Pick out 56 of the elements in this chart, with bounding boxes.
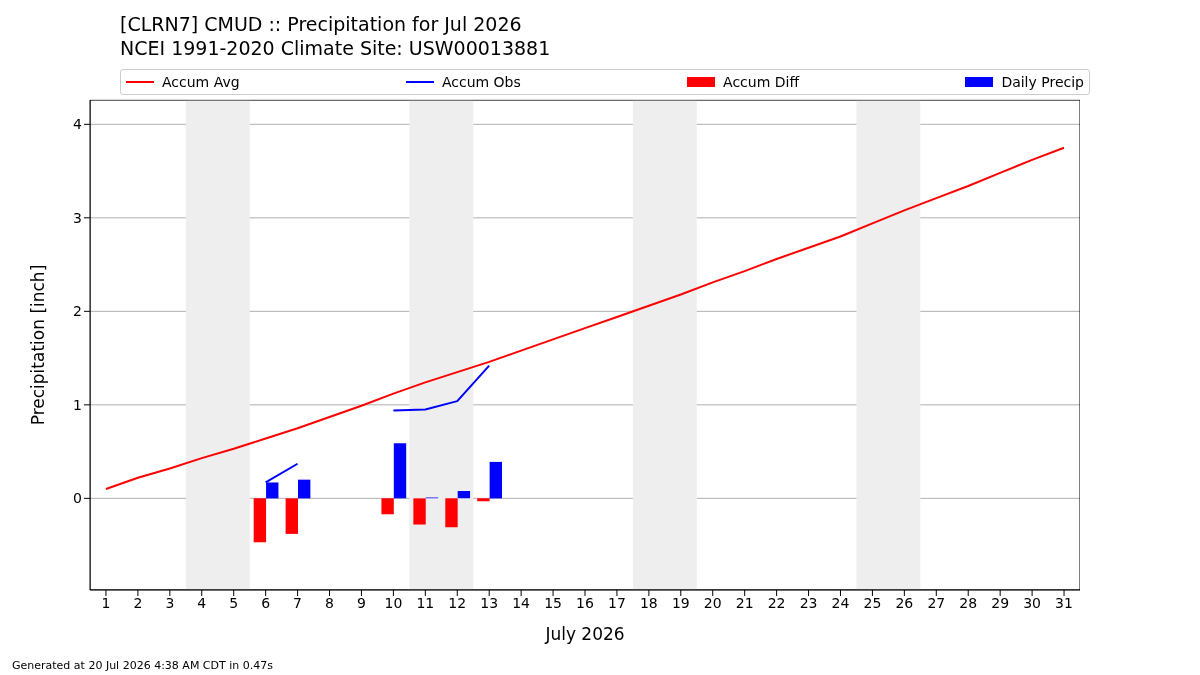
x-axis-title: July 2026 (544, 624, 625, 644)
x-tick-label: 2 (133, 594, 143, 611)
x-tick-label: 24 (831, 594, 850, 611)
line-series (104, 146, 1066, 491)
legend-label: Accum Obs (441, 74, 521, 90)
x-tick-label: 17 (608, 594, 626, 611)
x-tick-label: 25 (863, 594, 882, 611)
bar (477, 498, 490, 502)
x-tick-label: 23 (799, 594, 818, 611)
bar (445, 498, 458, 528)
x-tick-label: 3 (165, 594, 175, 611)
bar (253, 498, 267, 543)
x-tick-label: 16 (576, 594, 594, 611)
legend-label: Accum Avg (162, 74, 240, 90)
x-tick-label: 7 (293, 594, 303, 611)
x-tick-label: 6 (261, 594, 271, 611)
x-tick-label: 27 (927, 594, 946, 611)
y-tick-label: 4 (73, 116, 83, 133)
x-tick-label: 8 (325, 594, 334, 611)
bar (489, 461, 502, 499)
x-tick-label: 9 (356, 594, 366, 611)
y-tick-label: 0 (73, 490, 82, 507)
text: Generated at 20 Jul 2026 4:38 AM CDT in 0.47s (12, 659, 273, 672)
x-tick-label: 15 (544, 594, 562, 611)
x-tick-label: 19 (671, 594, 690, 611)
x-tick-label: 29 (991, 594, 1010, 611)
y-tick-label: 2 (73, 303, 82, 320)
x-tick-label: 30 (1023, 594, 1042, 611)
chart-title: [CLRN7] CMUD :: Precipitation for Jul 2026 (120, 12, 523, 36)
y-axis-title: Precipitation [inch] (28, 264, 49, 426)
x-tick-label: 13 (480, 594, 499, 611)
x-tick-label: 31 (1055, 594, 1073, 611)
x-tick-label: 21 (735, 594, 754, 611)
x-tick-label: 11 (416, 594, 435, 611)
x-tick-label: 12 (448, 594, 467, 611)
bar (393, 443, 407, 499)
legend-label: Accum Diff (723, 74, 800, 90)
x-tick-label: 1 (101, 594, 111, 611)
y-tick-label: 1 (73, 396, 82, 413)
y-tick-label: 3 (73, 209, 82, 226)
x-tick-label: 14 (512, 594, 531, 611)
x-tick-label: 22 (767, 594, 786, 611)
bar (285, 498, 298, 534)
bar (381, 498, 394, 515)
x-tick-label: 28 (959, 594, 978, 611)
bar (298, 479, 311, 499)
bar (457, 490, 471, 499)
x-tick-label: 5 (229, 594, 239, 611)
x-tick-label: 20 (703, 594, 722, 611)
legend-label: Daily Precip (1001, 74, 1084, 90)
bar (413, 498, 426, 525)
x-tick-label: 18 (639, 594, 658, 611)
x-tick-label: 10 (384, 594, 403, 611)
chart-subtitle: NCEI 1991-2020 Climate Site: USW00013881 (120, 36, 551, 60)
x-tick-label: 26 (895, 594, 914, 611)
x-tick-label: 4 (197, 594, 207, 611)
